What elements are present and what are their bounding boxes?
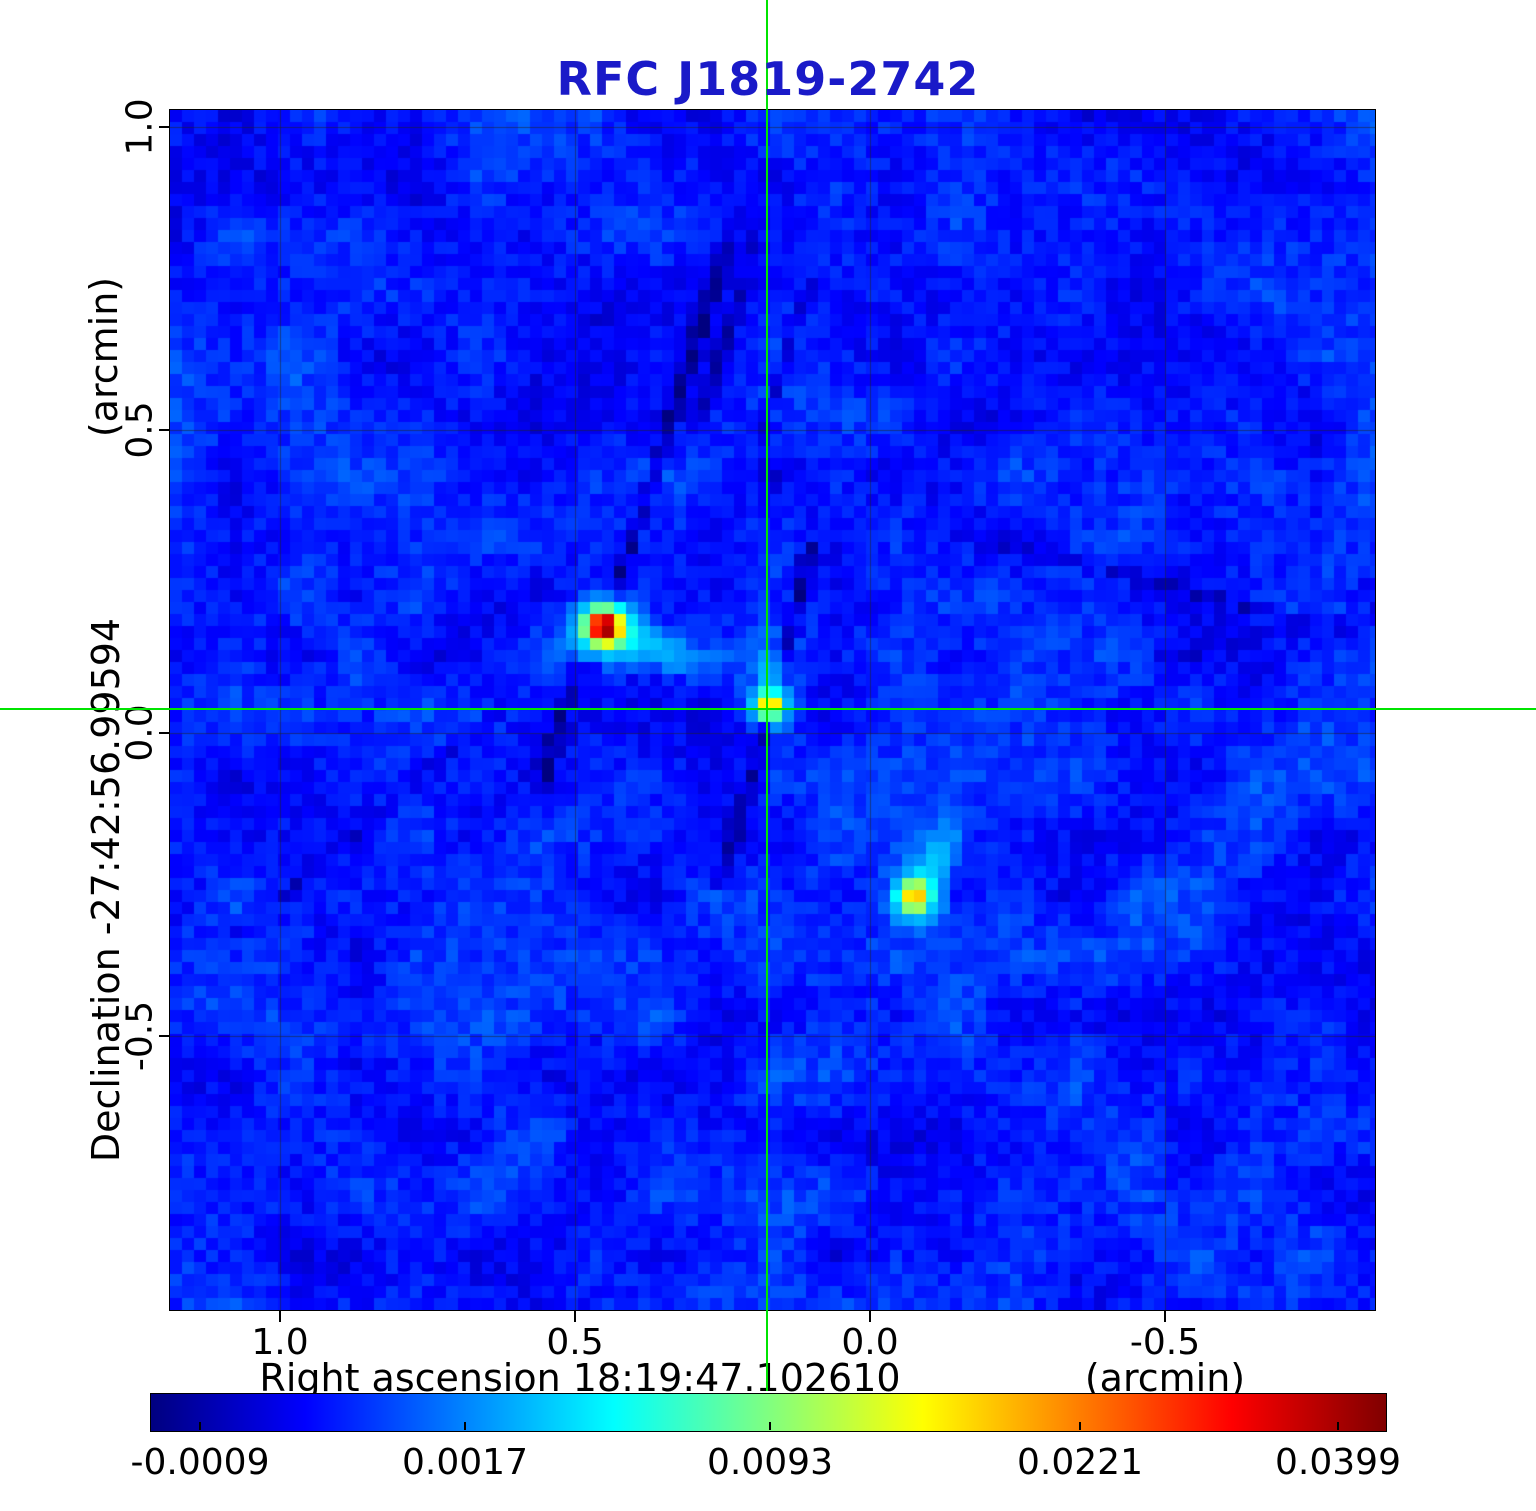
colorbar-tick-mark — [1079, 1422, 1081, 1430]
colorbar-tick-label: -0.0009 — [130, 1442, 270, 1483]
y-tick-mark — [159, 732, 170, 734]
x-tick-label: -0.5 — [1129, 1322, 1201, 1363]
colorbar-tick-label: 0.0221 — [1017, 1442, 1143, 1483]
x-tick-label: 0.0 — [841, 1322, 899, 1363]
x-tick-label: 1.0 — [251, 1322, 309, 1363]
y-axis-label: Declination -27:42:56.99594 — [84, 617, 128, 1163]
colorbar-tick-mark — [769, 1422, 771, 1430]
y-tick-mark — [159, 126, 170, 128]
x-tick-mark — [574, 1311, 576, 1322]
figure-title: RFC J1819-2742 — [556, 52, 980, 106]
y-tick-mark — [159, 1035, 170, 1037]
x-tick-mark — [869, 1311, 871, 1322]
colorbar-tick-label: 0.0399 — [1275, 1442, 1401, 1483]
y-tick-label: 1.0 — [119, 98, 161, 156]
colorbar-tick-mark — [464, 1422, 466, 1430]
y-tick-label: 0.0 — [119, 704, 161, 762]
x-tick-label: 0.5 — [546, 1322, 604, 1363]
x-tick-mark — [1164, 1311, 1166, 1322]
colorbar-tick-mark — [199, 1422, 201, 1430]
crosshair-horizontal-line — [0, 707, 1536, 710]
plot-frame — [169, 109, 1376, 1311]
x-tick-mark — [279, 1311, 281, 1322]
x-axis-label: Right ascension 18:19:47.102610 — [259, 1356, 901, 1400]
crosshair-vertical-line — [765, 0, 768, 1391]
colorbar-tick-label: 0.0093 — [707, 1442, 833, 1483]
colorbar-tick-label: 0.0017 — [402, 1442, 528, 1483]
y-tick-mark — [159, 429, 170, 431]
y-tick-label: -0.5 — [119, 1000, 161, 1072]
x-axis-unit: (arcmin) — [1084, 1356, 1246, 1400]
y-tick-label: 0.5 — [119, 401, 161, 459]
colorbar-tick-mark — [1337, 1422, 1339, 1430]
colorbar — [150, 1393, 1387, 1432]
heatmap-canvas — [170, 110, 1375, 1310]
